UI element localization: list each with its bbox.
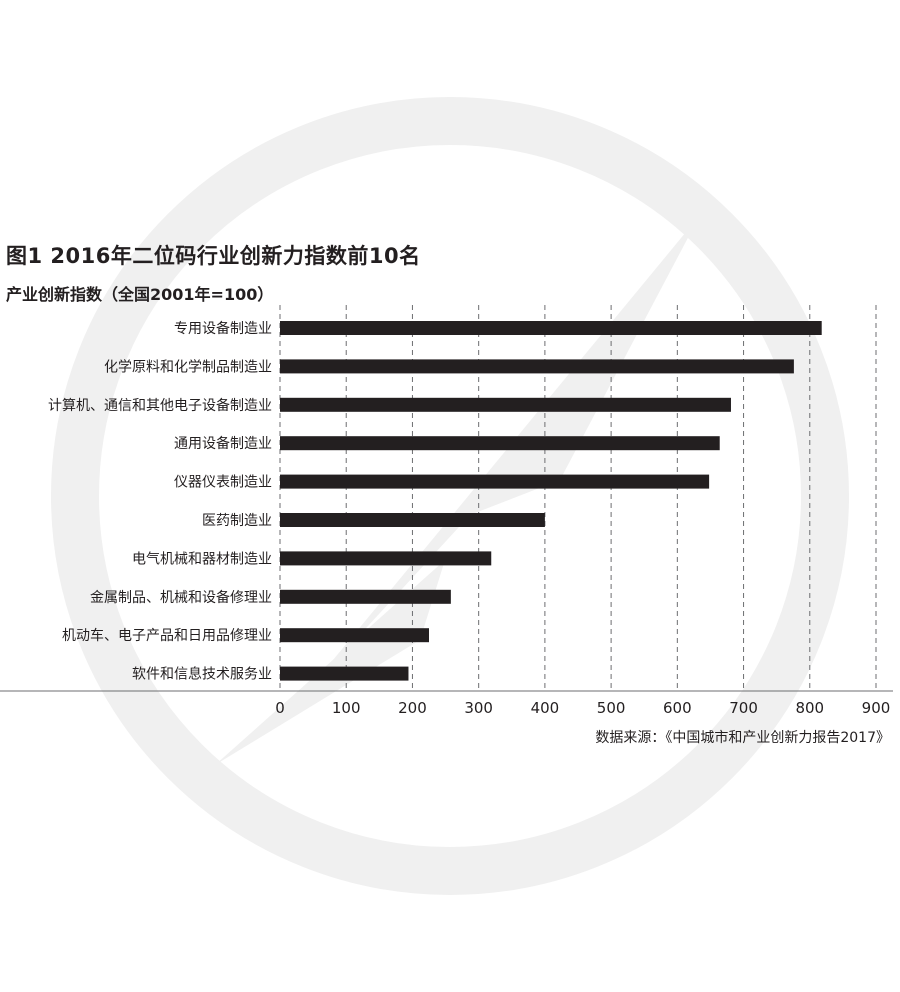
- category-label: 金属制品、机械和设备修理业: [90, 589, 272, 606]
- x-tick-label: 800: [795, 699, 824, 717]
- x-tick-label: 100: [332, 699, 361, 717]
- category-labels: 专用设备制造业化学原料和化学制品制造业计算机、通信和其他电子设备制造业通用设备制…: [48, 320, 272, 683]
- category-label: 仪器仪表制造业: [174, 475, 272, 491]
- bar: [280, 513, 545, 527]
- category-label: 计算机、通信和其他电子设备制造业: [48, 397, 272, 414]
- bar: [280, 474, 710, 489]
- x-axis-ticks: 0 100 200 300 400 500 600 700 800 900: [275, 699, 890, 717]
- x-tick-label: 500: [597, 699, 626, 717]
- category-label: 医药制造业: [202, 513, 272, 529]
- bar: [280, 397, 731, 412]
- x-tick-label: 400: [531, 699, 560, 717]
- x-tick-label: 200: [398, 699, 427, 717]
- chart-subtitle: 产业创新指数（全国2001年=100）: [6, 285, 274, 304]
- x-tick-label: 900: [862, 699, 891, 717]
- bar: [280, 628, 429, 643]
- bar: [280, 666, 409, 681]
- bar: [280, 321, 822, 335]
- bar: [280, 436, 720, 451]
- x-tick-label: 600: [663, 699, 692, 717]
- bar: [280, 589, 451, 604]
- category-label: 电气机械和器材制造业: [132, 551, 272, 567]
- bars: [280, 321, 822, 681]
- category-label: 机动车、电子产品和日用品修理业: [62, 627, 272, 644]
- x-tick-label: 0: [275, 699, 285, 717]
- x-tick-label: 300: [464, 699, 493, 717]
- bar: [280, 359, 794, 374]
- category-label: 专用设备制造业: [174, 320, 272, 337]
- x-tick-label: 700: [729, 699, 758, 717]
- category-label: 化学原料和化学制品制造业: [104, 359, 272, 375]
- bar: [280, 551, 492, 566]
- chart-title: 图1 2016年二位码行业创新力指数前10名: [6, 244, 421, 268]
- source-note: 数据来源：《中国城市和产业创新力报告2017》: [595, 730, 890, 746]
- category-label: 软件和信息技术服务业: [132, 666, 272, 683]
- category-label: 通用设备制造业: [174, 435, 272, 452]
